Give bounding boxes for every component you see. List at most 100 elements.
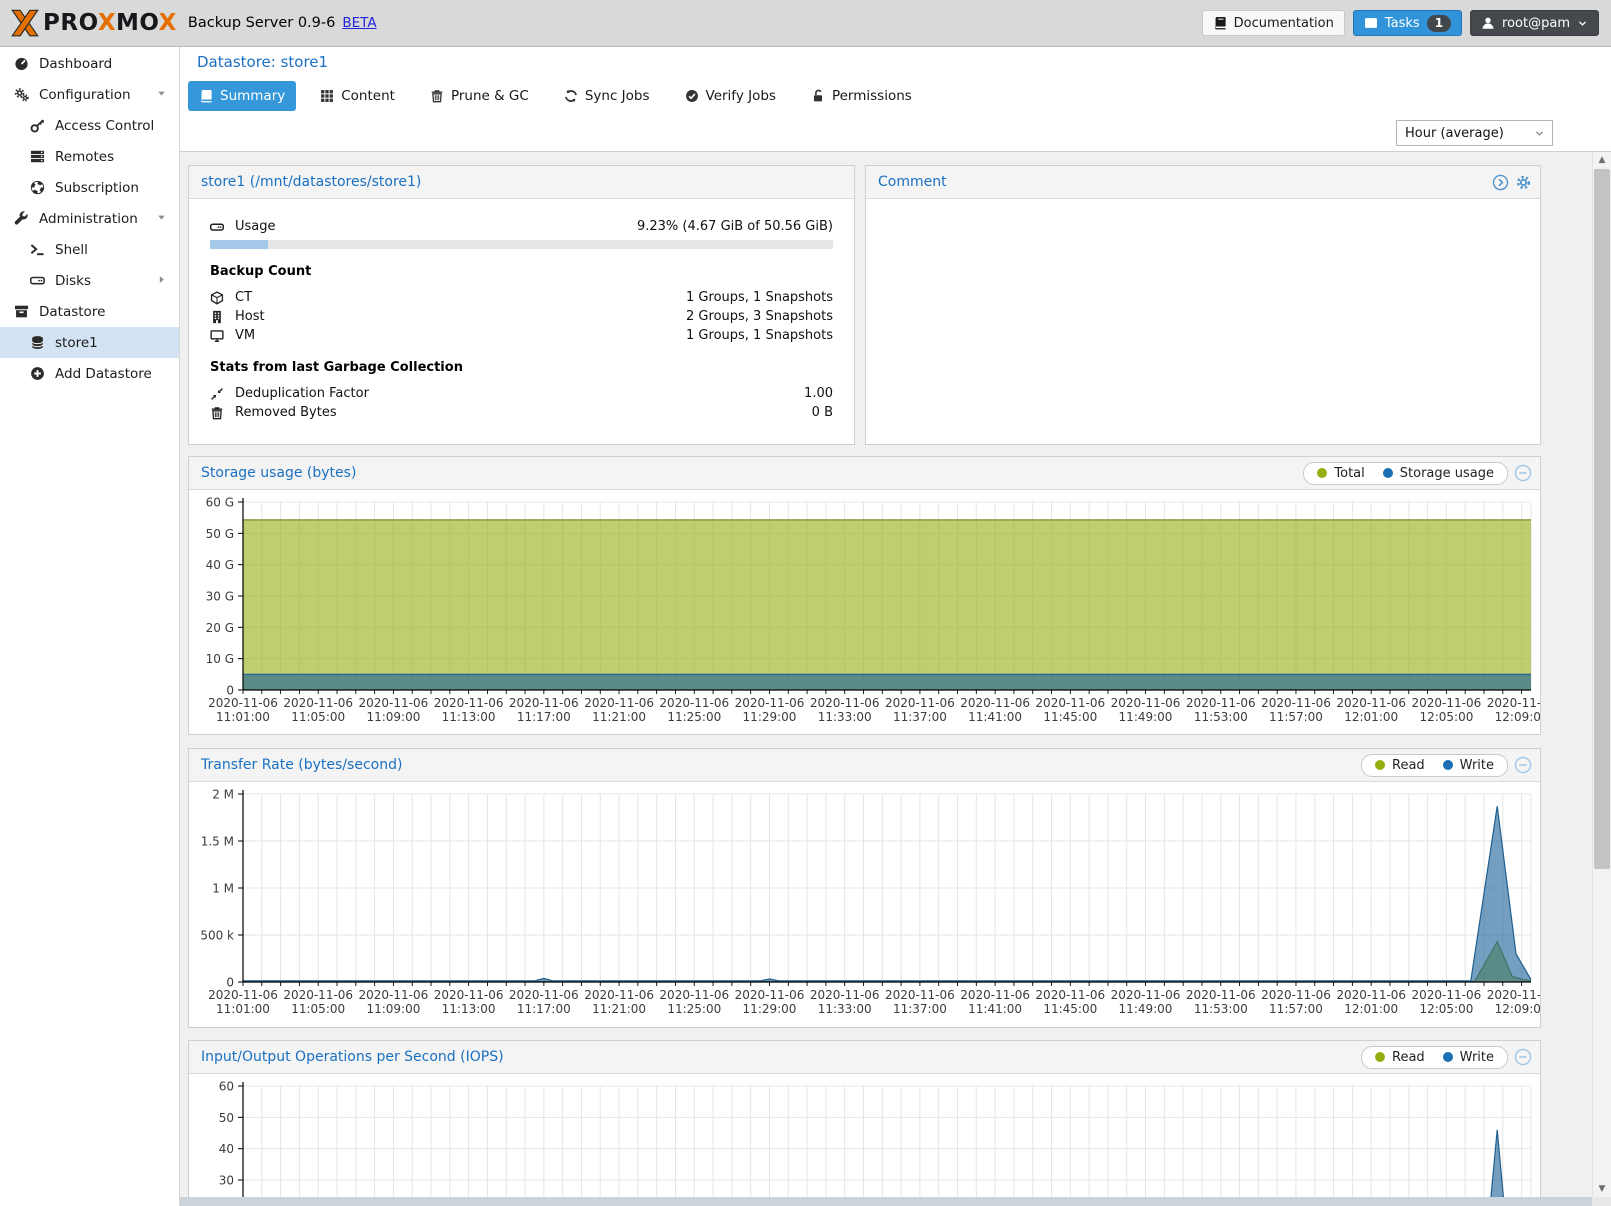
sidebar-item-access-control[interactable]: Access Control xyxy=(0,110,179,141)
sidebar-item-subscription[interactable]: Subscription xyxy=(0,172,179,203)
svg-text:2020-11-06: 2020-11-06 xyxy=(1412,988,1482,1002)
comment-panel-tools xyxy=(1492,174,1532,191)
caret-down-icon[interactable] xyxy=(156,87,167,103)
product-version: Backup Server 0.9-6 xyxy=(187,15,336,31)
sidebar-item-dashboard[interactable]: Dashboard xyxy=(0,48,179,79)
legend-item-storage-usage[interactable]: Storage usage xyxy=(1382,466,1494,481)
svg-text:0: 0 xyxy=(226,684,234,698)
beta-link[interactable]: BETA xyxy=(342,15,377,31)
tab-content[interactable]: Content xyxy=(309,81,406,111)
horizontal-scrollbar[interactable] xyxy=(180,1197,1592,1206)
tasks-button[interactable]: Tasks 1 xyxy=(1352,10,1463,36)
sidebar-item-label: Shell xyxy=(55,241,88,258)
caret-down-icon[interactable] xyxy=(156,211,167,227)
tab-verify-jobs[interactable]: Verify Jobs xyxy=(674,81,787,111)
svg-text:2020-11-06: 2020-11-06 xyxy=(208,696,278,710)
svg-text:30: 30 xyxy=(219,1174,234,1188)
svg-text:2020-11-06: 2020-11-06 xyxy=(1261,988,1331,1002)
hdd-icon xyxy=(28,273,46,288)
stat-value: 1 Groups, 1 Snapshots xyxy=(686,290,833,305)
datastore-info-panel: store1 (/mnt/datastores/store1) Usage 9.… xyxy=(188,165,855,445)
legend-item-read[interactable]: Read xyxy=(1375,758,1425,773)
sidebar-item-configuration[interactable]: Configuration xyxy=(0,79,179,110)
timeframe-select[interactable]: Hour (average) xyxy=(1396,120,1553,146)
chart-legend: Read Write xyxy=(1361,753,1508,777)
svg-text:60: 60 xyxy=(219,1080,234,1094)
iops-chart: 01020304050602020-11-0611:01:002020-11-0… xyxy=(219,1080,1532,1206)
legend-item-total[interactable]: Total xyxy=(1317,466,1365,481)
gc-stats-header: Stats from last Garbage Collection xyxy=(210,360,463,375)
wordmark-segment: PRO xyxy=(43,10,98,36)
legend-item-read[interactable]: Read xyxy=(1375,1050,1425,1065)
svg-text:11:25:00: 11:25:00 xyxy=(667,710,721,724)
chart-legend: Read Write xyxy=(1361,1045,1508,1069)
submit-comment-icon[interactable] xyxy=(1492,174,1509,191)
collapse-chart-icon[interactable] xyxy=(1514,464,1532,482)
svg-text:2020-11-06: 2020-11-06 xyxy=(584,696,654,710)
tab-permissions[interactable]: Permissions xyxy=(800,81,923,111)
sidebar-item-remotes[interactable]: Remotes xyxy=(0,141,179,172)
tab-label: Prune & GC xyxy=(450,88,529,104)
scrollbar-thumb[interactable] xyxy=(1594,169,1610,869)
refresh-icon xyxy=(564,89,578,103)
sidebar-item-datastore[interactable]: Datastore xyxy=(0,296,179,327)
svg-text:1.5 M: 1.5 M xyxy=(201,835,234,849)
user-label: root@pam xyxy=(1502,15,1570,31)
wordmark-segment: X xyxy=(97,10,117,36)
tab-summary[interactable]: Summary xyxy=(188,81,297,111)
svg-text:2020-11-06: 2020-11-06 xyxy=(1412,696,1482,710)
summary-content: store1 (/mnt/datastores/store1) Usage 9.… xyxy=(180,152,1611,1206)
svg-text:40 G: 40 G xyxy=(206,558,234,572)
book-icon xyxy=(1213,16,1227,30)
grid-icon xyxy=(320,89,334,103)
sidebar-item-add-datastore[interactable]: Add Datastore xyxy=(0,358,179,389)
panel-title: Comment xyxy=(878,174,947,190)
svg-text:30 G: 30 G xyxy=(206,590,234,604)
tab-prune-gc[interactable]: Prune & GC xyxy=(419,81,540,111)
sidebar-item-shell[interactable]: Shell xyxy=(0,234,179,265)
collapse-chart-icon[interactable] xyxy=(1514,1048,1532,1066)
svg-text:11:17:00: 11:17:00 xyxy=(517,710,571,724)
svg-text:11:05:00: 11:05:00 xyxy=(291,710,345,724)
comment-settings-gear-icon[interactable] xyxy=(1515,174,1532,191)
usage-value: 9.23% (4.67 GiB of 50.56 GiB) xyxy=(636,219,833,234)
sidebar: Dashboard Configuration Access Control Remo… xyxy=(0,47,180,1206)
building-icon xyxy=(210,310,226,324)
check-circle-icon xyxy=(685,89,699,103)
legend-item-write[interactable]: Write xyxy=(1442,1050,1494,1065)
proxmox-wordmark: PROXMOX xyxy=(43,10,177,36)
gears-icon xyxy=(12,87,30,102)
proxmox-x-icon xyxy=(10,8,40,38)
collapse-chart-icon[interactable] xyxy=(1514,756,1532,774)
scroll-up-arrow[interactable]: ▲ xyxy=(1598,155,1606,165)
sidebar-item-store1[interactable]: store1 xyxy=(0,327,179,358)
user-menu-button[interactable]: root@pam xyxy=(1470,10,1599,36)
vertical-scrollbar[interactable]: ▲ ▼ xyxy=(1592,152,1611,1197)
svg-text:2020-11-06: 2020-11-06 xyxy=(1111,696,1181,710)
caret-right-icon[interactable] xyxy=(156,273,167,289)
svg-text:50 G: 50 G xyxy=(206,527,234,541)
svg-text:11:53:00: 11:53:00 xyxy=(1194,1002,1248,1016)
svg-text:10 G: 10 G xyxy=(206,652,234,666)
svg-text:20 G: 20 G xyxy=(206,621,234,635)
stat-value: 0 B xyxy=(811,405,833,420)
svg-text:12:05:00: 12:05:00 xyxy=(1419,710,1473,724)
sidebar-item-label: Dashboard xyxy=(39,55,113,72)
svg-text:2020-11-06: 2020-11-06 xyxy=(359,696,429,710)
svg-text:2020-11-06: 2020-11-06 xyxy=(359,988,429,1002)
chart-title: Storage usage (bytes) xyxy=(201,465,357,481)
svg-text:12:01:00: 12:01:00 xyxy=(1344,710,1398,724)
tab-sync-jobs[interactable]: Sync Jobs xyxy=(553,81,661,111)
svg-text:2020-11-06: 2020-11-06 xyxy=(434,696,504,710)
legend-item-write[interactable]: Write xyxy=(1442,758,1494,773)
svg-text:11:45:00: 11:45:00 xyxy=(1043,1002,1097,1016)
documentation-button[interactable]: Documentation xyxy=(1201,10,1345,36)
user-icon xyxy=(1481,16,1495,30)
sidebar-item-disks[interactable]: Disks xyxy=(0,265,179,296)
sidebar-item-label: Disks xyxy=(55,272,92,289)
trash-icon xyxy=(430,89,444,103)
scroll-down-arrow[interactable]: ▼ xyxy=(1598,1184,1606,1194)
sidebar-item-administration[interactable]: Administration xyxy=(0,203,179,234)
svg-text:11:41:00: 11:41:00 xyxy=(968,1002,1022,1016)
